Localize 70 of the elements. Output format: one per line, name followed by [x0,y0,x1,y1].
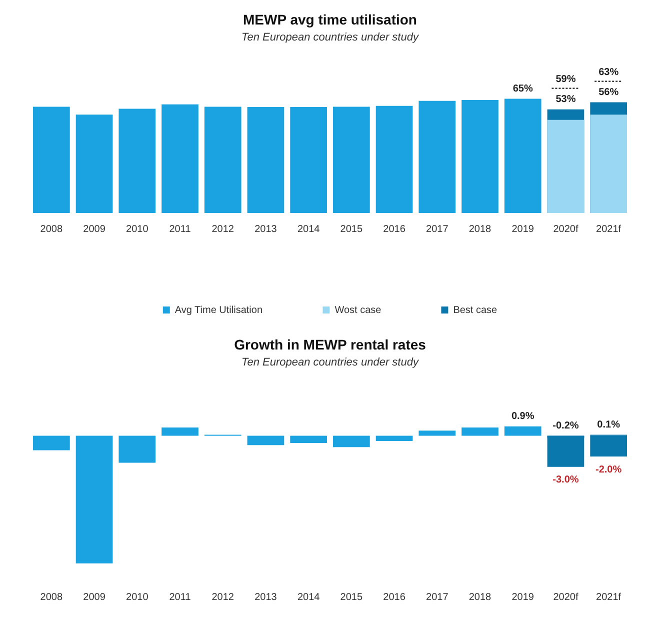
x-tick-label: 2013 [254,224,278,235]
x-tick-label: 2013 [254,592,278,603]
x-tick-label: 2015 [340,592,363,603]
x-tick-label: 2017 [426,224,449,235]
data-label: 59% [556,74,576,86]
x-tick-label: 2008 [40,592,63,603]
data-label: 0.9% [511,411,534,422]
chart-title: MEWP avg time utilisation [243,11,417,28]
bar [376,436,413,441]
x-tick-label: 2015 [340,224,363,235]
bar [162,104,198,213]
x-tick-label: 2010 [126,224,149,235]
x-tick-label: 2012 [212,592,234,603]
x-tick-label: 2018 [468,224,492,235]
bar [247,436,284,446]
x-tick-label: 2009 [83,224,106,235]
x-tick-label: 2016 [383,592,406,603]
chart-subtitle: Ten European countries under study [242,31,420,44]
x-tick-label: 2021f [596,592,622,603]
chart-subtitle: Ten European countries under study [242,356,420,368]
x-tick-label: 2014 [297,224,320,235]
bar [33,106,70,213]
data-label: -0.2% [552,420,579,432]
bar [333,436,370,448]
x-tick-label: 2016 [383,224,406,235]
bar [118,108,156,213]
bar [290,107,327,213]
bar [118,436,156,463]
data-label: -2.0% [596,464,622,476]
x-tick-label: 2018 [468,592,492,603]
x-tick-label: 2017 [426,592,449,603]
bar [162,427,198,436]
data-label: 53% [556,94,576,106]
data-label: 0.1% [597,419,620,430]
bar [204,106,242,213]
bar [33,436,70,450]
legend-label: Wost case [334,304,382,316]
x-tick-label: 2020f [553,592,578,603]
x-tick-label: 2008 [40,224,63,235]
x-tick-label: 2011 [169,224,192,235]
x-tick-label: 2010 [126,592,149,603]
x-tick-label: 2021f [596,224,622,235]
bar [290,436,327,444]
bar [247,107,284,213]
bar [504,98,542,213]
legend-label: Best case [453,304,498,316]
bar [418,100,456,213]
bar [462,100,498,213]
x-tick-label: 2019 [512,224,534,235]
data-label: 63% [598,67,619,78]
x-tick-label: 2014 [297,592,320,603]
data-label: 65% [512,84,533,95]
chart-title: Growth in MEWP rental rates [234,336,426,352]
legend-label: Avg Time Utilisation [174,304,263,316]
x-tick-label: 2020f [553,224,578,235]
bar [376,106,413,213]
x-tick-label: 2019 [512,592,534,603]
bar [333,106,370,213]
bar [76,436,113,564]
x-tick-label: 2011 [169,592,192,603]
x-tick-label: 2009 [83,592,106,603]
bar [590,436,627,456]
x-tick-label: 2012 [212,224,234,235]
bar [76,114,113,213]
bar [547,436,584,467]
data-label: 56% [598,87,619,98]
bar [418,430,456,436]
bar [504,426,542,436]
bar [462,427,498,436]
data-label: -3.0% [552,474,579,486]
